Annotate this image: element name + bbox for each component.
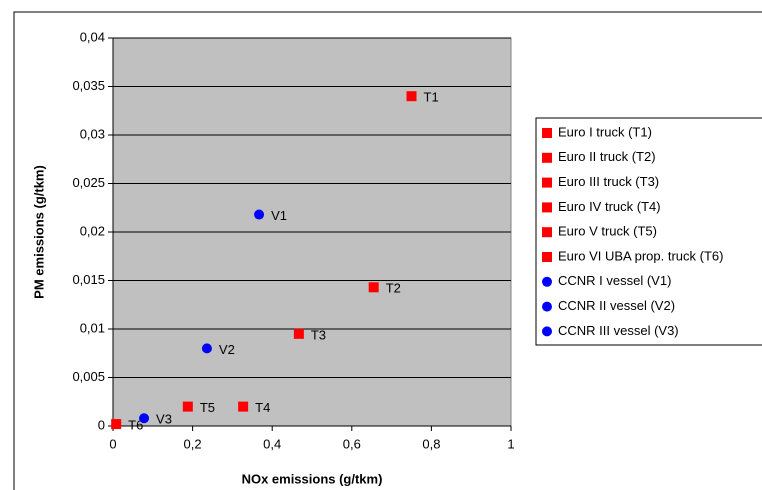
x-tick-label: 0,8 xyxy=(422,436,440,451)
legend-marker xyxy=(542,152,552,163)
y-axis-label: PM emissions (g/tkm) xyxy=(31,165,46,299)
legend-marker xyxy=(542,202,552,213)
legend-label: Euro III truck (T3) xyxy=(558,174,659,189)
legend-marker xyxy=(542,276,552,287)
legend-label: CCNR III vessel (V3) xyxy=(558,323,679,338)
point-label: V2 xyxy=(219,342,235,357)
point xyxy=(238,401,249,412)
y-tick-label: 0,01 xyxy=(80,320,105,335)
y-tick-label: 0 xyxy=(98,417,105,432)
y-tick-label: 0,015 xyxy=(72,272,105,287)
y-tick-label: 0,03 xyxy=(80,126,105,141)
point-label: V3 xyxy=(156,412,172,427)
x-tick-label: 0,4 xyxy=(263,436,281,451)
point xyxy=(139,413,150,424)
legend-marker xyxy=(542,227,552,238)
x-axis-label: NOx emissions (g/tkm) xyxy=(242,471,383,486)
legend-marker xyxy=(542,252,552,262)
point xyxy=(368,282,379,293)
point-label: T1 xyxy=(424,90,439,105)
legend-label: Euro II truck (T2) xyxy=(558,149,656,164)
x-tick-label: 1 xyxy=(507,436,514,451)
legend-label: Euro V truck (T5) xyxy=(558,224,657,239)
point xyxy=(201,343,212,354)
point-label: T4 xyxy=(255,400,270,415)
point xyxy=(406,91,417,102)
point xyxy=(111,419,122,430)
legend-label: CCNR II vessel (V2) xyxy=(558,298,675,313)
x-tick-label: 0,6 xyxy=(343,436,361,451)
legend-marker xyxy=(542,177,552,188)
point xyxy=(182,401,193,412)
legend-marker xyxy=(542,326,552,337)
legend-label: Euro IV truck (T4) xyxy=(558,199,661,214)
y-tick-label: 0,005 xyxy=(72,369,105,384)
point-label: V1 xyxy=(271,208,287,223)
point-label: T2 xyxy=(386,281,401,296)
point xyxy=(293,328,304,339)
point-label: T5 xyxy=(200,400,215,415)
x-tick-label: 0,2 xyxy=(184,436,202,451)
x-tick-label: 0 xyxy=(109,436,116,451)
legend-label: Euro I truck (T1) xyxy=(558,124,652,139)
y-tick-label: 0,035 xyxy=(72,78,105,93)
legend xyxy=(535,117,762,346)
point-label: T6 xyxy=(128,417,143,432)
y-tick-label: 0,04 xyxy=(80,29,105,44)
point xyxy=(254,209,265,220)
y-tick-label: 0,025 xyxy=(72,175,105,190)
frame xyxy=(13,11,762,490)
legend-label: CCNR I vessel (V1) xyxy=(558,273,671,288)
y-tick-label: 0,02 xyxy=(80,223,105,238)
legend-marker xyxy=(542,128,552,138)
legend-marker xyxy=(542,301,552,312)
point-label: T3 xyxy=(311,327,326,342)
legend-label: Euro VI UBA prop. truck (T6) xyxy=(558,248,723,263)
